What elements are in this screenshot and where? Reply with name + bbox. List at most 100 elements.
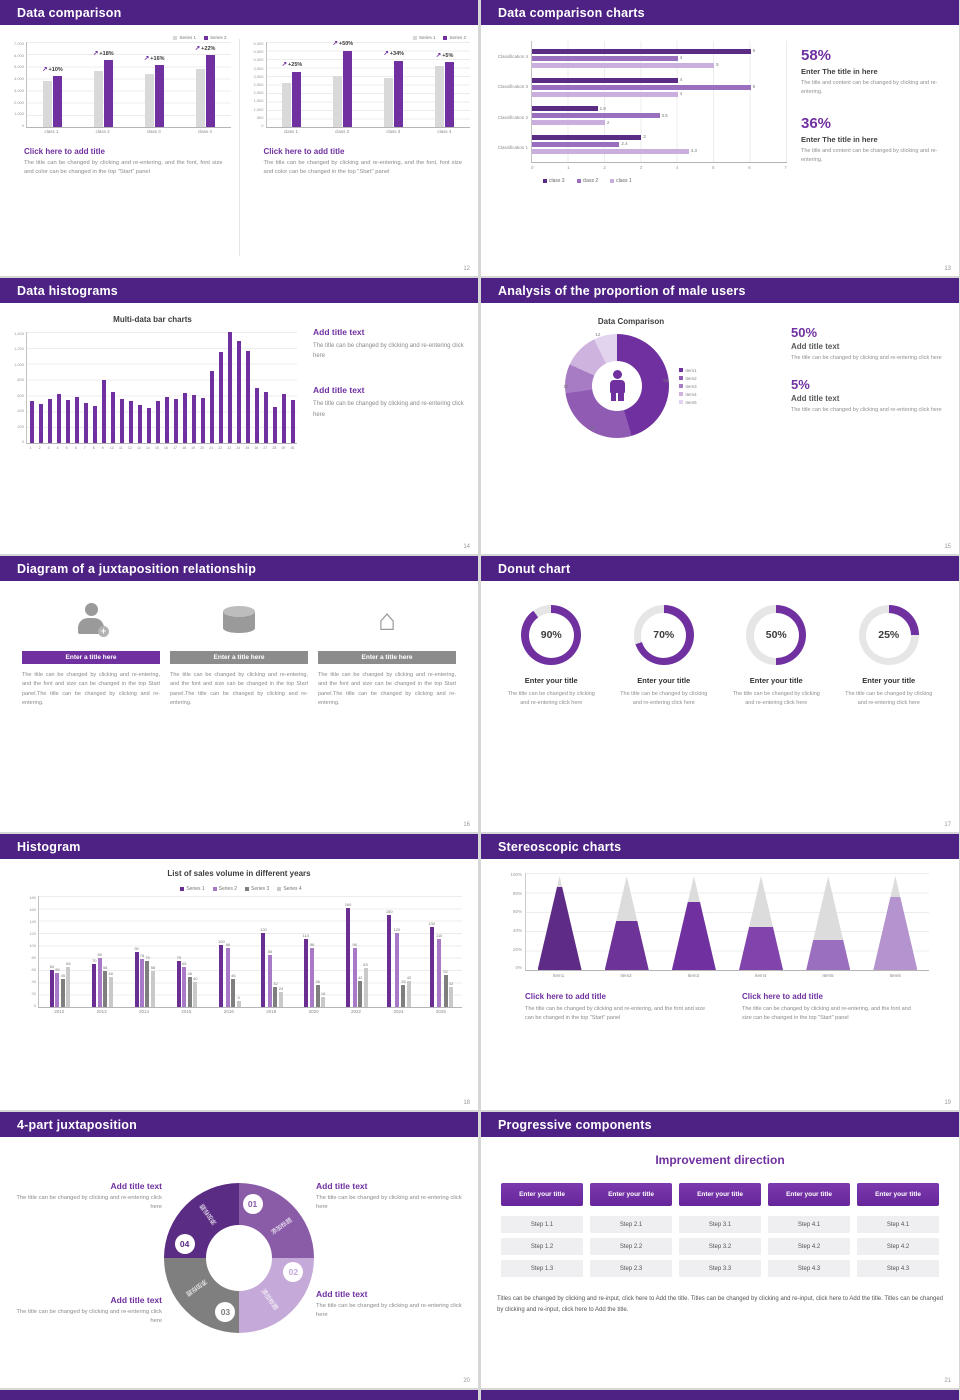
slide-20-4-part-juxtaposition[interactable]: 4-part juxtaposition 01 添加标题 02 添加标题 03 添加标题 0… [0, 1112, 478, 1388]
step-box[interactable]: Step 4.1 [768, 1216, 850, 1233]
slide-15-male-users-analysis[interactable]: Analysis of the proportion of male users… [481, 278, 959, 554]
enter-your-title-button[interactable]: Enter your title [679, 1183, 761, 1206]
step-box[interactable]: Step 1.2 [501, 1238, 583, 1255]
male-icon [607, 370, 627, 402]
y-axis: 180 160 140 120 100 80 60 40 20 0 [20, 896, 38, 1008]
bar [394, 933, 399, 1007]
bar-value-label: 4 [679, 76, 683, 82]
slide-18-histogram[interactable]: Histogram List of sales volume in differ… [0, 834, 478, 1110]
slide-12-data-comparison[interactable]: Data comparison Series 1 Series 2 7,000 6,0… [0, 0, 478, 276]
bar [191, 395, 196, 443]
y-tick-label: 7,000 [13, 41, 24, 46]
step-box[interactable]: Step 2.1 [590, 1216, 672, 1233]
bar [110, 391, 115, 443]
chart-title: Data Comparison [597, 317, 665, 326]
donut-gauge: 25% [858, 605, 919, 665]
step-box[interactable]: Step 4.2 [857, 1238, 939, 1255]
add-title-placeholder[interactable]: Add title text [313, 385, 365, 396]
slide-body: 100% 80% 60% 40% 20% 0% Item1 Item2 Item3 Item4 I… [481, 859, 959, 1110]
enter-title-bar[interactable]: Enter a title here [22, 651, 160, 664]
enter-title-bar[interactable]: Enter a title here [170, 651, 308, 664]
placeholder-body-text: The title can be changed by clicking and… [24, 160, 223, 175]
enter-your-title-button[interactable]: Enter your title [590, 1183, 672, 1206]
stat-title-placeholder[interactable]: Enter The title in here [801, 135, 878, 145]
add-title-placeholder[interactable]: Add title text [791, 394, 840, 404]
step-column: Enter your title Step 2.1 Step 2.2 Step 2.3 [590, 1183, 672, 1282]
y-tick-label: 40% [512, 928, 522, 934]
click-to-add-title[interactable]: Click here to add title [742, 992, 823, 1001]
legend-label: Item2 [685, 375, 697, 381]
bar [205, 55, 215, 127]
up-arrow-icon: ↗ [383, 50, 389, 58]
enter-your-title-placeholder[interactable]: Enter your title [749, 676, 803, 685]
step-box[interactable]: Step 1.1 [501, 1216, 583, 1233]
bar-value-label: 110 [436, 933, 443, 939]
add-title-placeholder[interactable]: Add title text [110, 1295, 162, 1305]
x-axis: class 1 class 2 class 3 class 4 [266, 128, 471, 137]
step-box[interactable]: Step 3.2 [679, 1238, 761, 1255]
legend-item: Series 3 [245, 886, 269, 892]
click-to-add-title[interactable]: Click here to add title [263, 147, 345, 156]
legend-swatch [277, 887, 282, 891]
enter-your-title-placeholder[interactable]: Enter your title [637, 676, 691, 685]
gauge-percent: 90% [540, 629, 562, 641]
bar [103, 60, 113, 127]
enter-your-title-placeholder[interactable]: Enter your title [862, 676, 916, 685]
bar [60, 979, 65, 1007]
bar [97, 957, 102, 1007]
bar-group: 6 4 5 [532, 49, 787, 68]
bar [47, 398, 52, 443]
enter-your-title-button[interactable]: Enter your title [768, 1183, 850, 1206]
legend-swatch [679, 368, 684, 372]
slide-17-donut-chart[interactable]: Donut chart 90% Enter your title The tit… [481, 556, 959, 832]
y-tick-label: 80% [512, 890, 522, 896]
placeholder-body-text: The title can be changed by clicking and… [845, 691, 933, 707]
cone-fill [873, 896, 918, 970]
slide-16-juxtaposition-diagram[interactable]: Diagram of a juxtaposition relationship … [0, 556, 478, 832]
enter-your-title-button[interactable]: Enter your title [501, 1183, 583, 1206]
step-box[interactable]: Step 4.1 [857, 1216, 939, 1233]
slide-21-progressive-components[interactable]: Progressive components Improvement direc… [481, 1112, 959, 1388]
stat-title-placeholder[interactable]: Enter The title in here [801, 67, 878, 76]
up-arrow-icon: ↗ [435, 51, 442, 59]
step-box[interactable]: Step 4.3 [768, 1260, 850, 1277]
enter-your-title-placeholder[interactable]: Enter your title [524, 676, 578, 685]
segmented-ring-diagram: 01 添加标题 02 添加标题 03 添加标题 04 添加标题 [164, 1183, 314, 1333]
slide-14-data-histograms[interactable]: Data histograms Multi-data bar charts 1,… [0, 278, 478, 554]
add-title-placeholder[interactable]: Add title text [313, 327, 365, 337]
slide-19-stereoscopic-charts[interactable]: Stereoscopic charts 100% 80% 60% 40% 20% 0% I… [481, 834, 959, 1110]
bar [65, 399, 70, 443]
step-box[interactable]: Step 2.2 [590, 1238, 672, 1255]
enter-your-title-button[interactable]: Enter your title [857, 1183, 939, 1206]
segment-number-badge: 03 [215, 1302, 236, 1323]
legend-item: Series 1 [173, 35, 196, 40]
add-title-placeholder[interactable]: Add title text [316, 1181, 368, 1191]
legend-label: Series 1 [418, 35, 436, 40]
donut-gauge: 70% [633, 605, 694, 665]
legend-swatch [576, 179, 581, 183]
bar [66, 966, 71, 1007]
bar-value-label: 120 [260, 927, 267, 933]
step-box[interactable]: Step 4.2 [768, 1238, 850, 1255]
legend-item: class 3 [543, 178, 565, 184]
click-to-add-title[interactable]: Click here to add title [525, 992, 606, 1001]
grouped-bar-chart-right: Series 1 Series 2 5,000 4,500 4,000 3,500 3,00… [240, 35, 479, 137]
category-label: Classification 4 [497, 53, 528, 59]
enter-title-bar[interactable]: Enter a title here [318, 651, 456, 664]
step-box[interactable]: Step 1.3 [501, 1260, 583, 1277]
bar-group [117, 332, 126, 443]
step-box[interactable]: Step 3.3 [679, 1260, 761, 1277]
slide-body: Data Comparison 50 30 10 12 Item1 Item2 Item3… [481, 303, 959, 554]
bar [273, 987, 278, 1007]
category-label: Classification 2 [497, 114, 528, 120]
add-title-placeholder[interactable]: Add title text [316, 1289, 368, 1299]
step-box[interactable]: Step 4.3 [857, 1260, 939, 1277]
click-to-add-title[interactable]: Click here to add title [24, 147, 105, 156]
add-title-placeholder[interactable]: Add title text [791, 342, 840, 351]
slide-title-bar: Data histograms [0, 278, 478, 303]
add-title-placeholder[interactable]: Add title text [110, 1181, 162, 1191]
step-box[interactable]: Step 3.1 [679, 1216, 761, 1233]
x-tick-label: 2024 [393, 1009, 404, 1015]
step-box[interactable]: Step 2.3 [590, 1260, 672, 1277]
